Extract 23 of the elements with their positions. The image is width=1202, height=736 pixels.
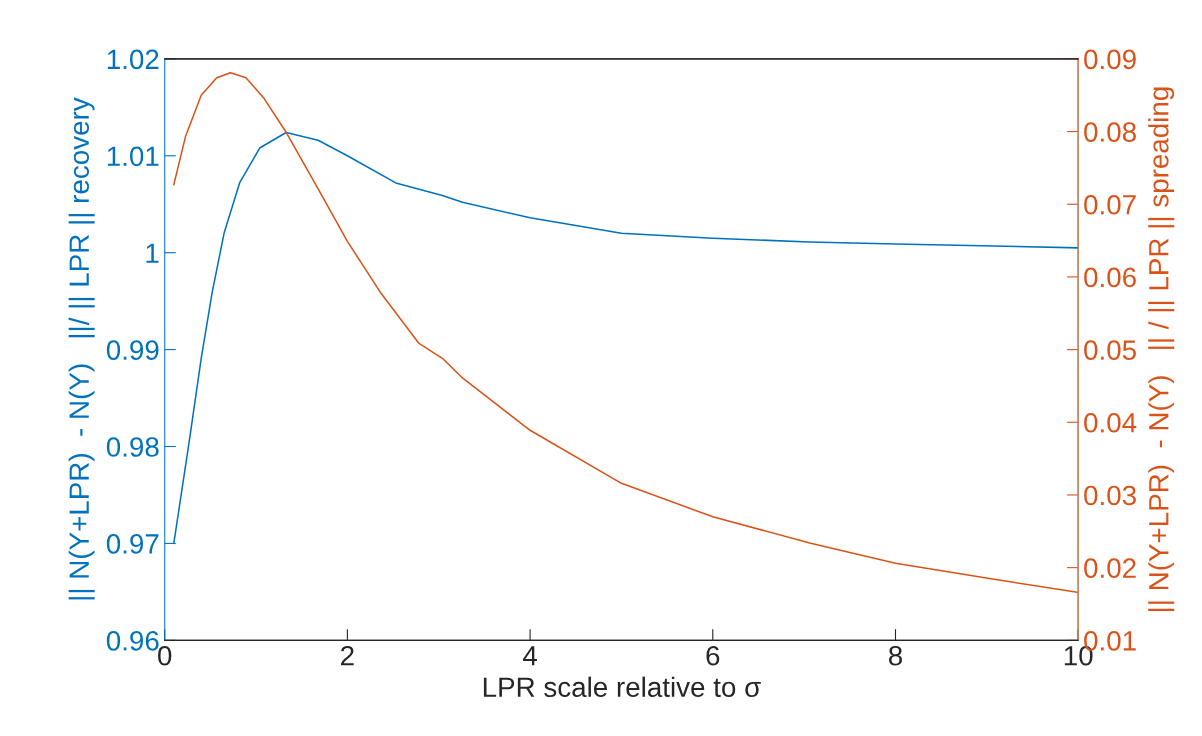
y-tick-label: 0.96 [106,630,159,651]
x-tick-label: 0 [158,645,172,666]
y-tick-label: 0.98 [106,437,159,457]
y-tick-label: 0.97 [106,534,159,554]
x-tick-label: 8 [888,645,903,666]
y2-tick-label: 0.05 [1084,340,1136,360]
y2-tick-label: 0.02 [1084,558,1136,578]
y-tick-label: 1.02 [107,49,159,70]
y2-tick-label: 0.06 [1084,267,1136,288]
x-tick-label: 4 [523,646,537,666]
x-tick-label: 6 [706,645,720,666]
y2-axis-title: || N(Y+LPR) - N(Y) || / || LPR || spreading [1148,87,1175,612]
y2-tick-label: 0.03 [1084,485,1136,506]
y2-tick-label: 0.08 [1084,122,1136,142]
y2-tick-label: 0.04 [1084,412,1137,433]
x-tick-label: 2 [341,645,354,666]
y-tick-label: 1 [146,243,159,263]
y-axis-title: || N(Y+LPR) - N(Y) ||/ || LPR || recovery [68,97,95,600]
y2-tick-label: 0.09 [1084,49,1136,70]
y-tick-label: 0.99 [106,340,159,360]
y2-tick-label: 0.07 [1084,194,1136,215]
y-tick-label: 1.01 [107,146,159,167]
x-axis-title: LPR scale relative to σ [483,676,761,698]
